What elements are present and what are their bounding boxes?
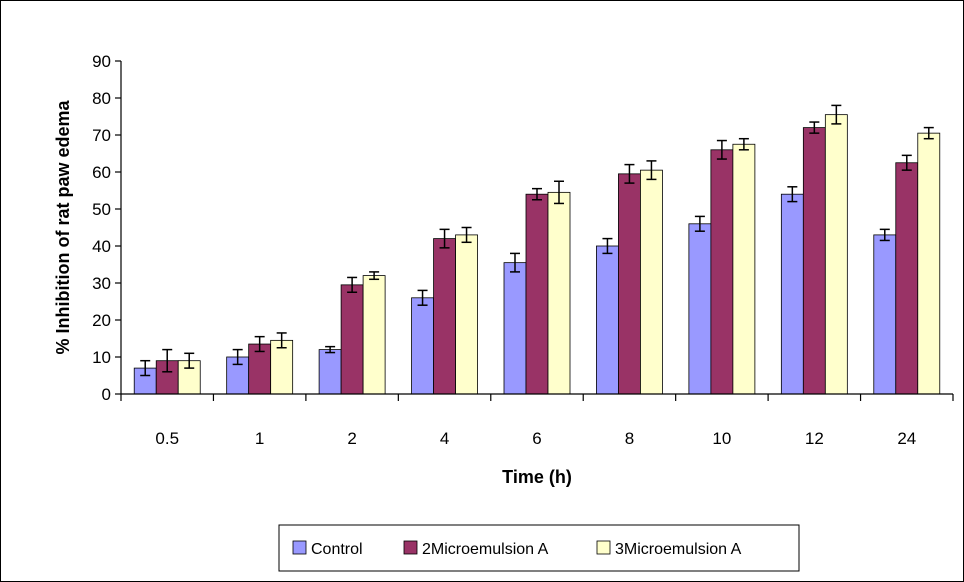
y-tick-label-60: 60 bbox=[92, 163, 111, 182]
bar-1-6 bbox=[503, 262, 527, 395]
error-bar-3-4 bbox=[461, 226, 472, 244]
bar-1-24 bbox=[873, 234, 897, 395]
bar-3-6 bbox=[547, 191, 571, 395]
bar-2-8 bbox=[618, 173, 641, 395]
bar-2-12 bbox=[802, 127, 826, 395]
bar-2-10 bbox=[710, 149, 734, 395]
x-tick-label-10: 10 bbox=[712, 429, 731, 448]
error-bar-2-4 bbox=[439, 228, 450, 249]
bar-1-2 bbox=[318, 349, 342, 395]
bar-2-6 bbox=[525, 193, 549, 395]
legend-label-2: 2Microemulsion A bbox=[422, 541, 549, 558]
error-bar-2-6 bbox=[532, 187, 542, 201]
error-bar-3-10 bbox=[738, 137, 749, 151]
error-bars bbox=[140, 104, 934, 377]
legend-label-1: Control bbox=[311, 541, 363, 558]
error-bar-3-0.5 bbox=[184, 352, 195, 369]
bar-3-10 bbox=[732, 143, 756, 395]
error-bar-2-1 bbox=[254, 335, 265, 353]
x-tick-label-0.5: 0.5 bbox=[155, 429, 179, 448]
x-tick-label-4: 4 bbox=[440, 429, 449, 448]
error-bar-1-4 bbox=[417, 289, 428, 306]
error-bar-2-8 bbox=[624, 163, 635, 184]
y-tick-label-10: 10 bbox=[92, 348, 111, 367]
y-tick-label-90: 90 bbox=[92, 52, 111, 71]
error-bar-1-8 bbox=[602, 237, 613, 255]
error-bar-3-6 bbox=[554, 180, 564, 205]
bar-1-12 bbox=[780, 193, 804, 395]
error-bar-2-2 bbox=[347, 276, 358, 293]
bar-1-8 bbox=[596, 245, 619, 395]
error-bar-1-24 bbox=[879, 228, 890, 242]
bar-3-12 bbox=[824, 114, 848, 395]
error-bar-1-12 bbox=[787, 186, 798, 203]
error-bar-3-12 bbox=[831, 104, 842, 125]
y-tick-label-20: 20 bbox=[92, 311, 111, 330]
bar-2-24 bbox=[895, 162, 919, 395]
bar-2-2 bbox=[340, 284, 364, 395]
error-bar-2-12 bbox=[809, 121, 820, 134]
legend-swatch-1 bbox=[292, 540, 307, 555]
bar-3-2 bbox=[362, 275, 386, 395]
legend: Control 2Microemulsion A 3Microemulsion A bbox=[278, 524, 800, 572]
x-tick-label-8: 8 bbox=[625, 429, 634, 448]
y-axis-title: % Inhibition of rat paw edema bbox=[53, 100, 73, 355]
error-bar-1-2 bbox=[325, 345, 336, 354]
legend-swatch-2 bbox=[403, 540, 418, 555]
error-bar-3-1 bbox=[276, 332, 287, 349]
y-tick-label-70: 70 bbox=[92, 126, 111, 145]
legend-box bbox=[278, 524, 800, 572]
error-bar-1-0.5 bbox=[140, 359, 151, 377]
bar-3-24 bbox=[917, 132, 941, 395]
legend-label-3: 3Microemulsion A bbox=[615, 541, 742, 558]
error-bar-2-24 bbox=[901, 154, 912, 171]
y-tick-label-80: 80 bbox=[92, 89, 111, 108]
error-bar-2-10 bbox=[716, 139, 727, 160]
error-bar-3-8 bbox=[646, 160, 657, 181]
error-bar-2-0.5 bbox=[162, 348, 173, 373]
y-tick-label-40: 40 bbox=[92, 237, 111, 256]
x-tick-label-1: 1 bbox=[255, 429, 264, 448]
legend-swatch-3 bbox=[596, 540, 611, 555]
bar-2-4 bbox=[433, 238, 456, 395]
bar-1-4 bbox=[411, 297, 434, 395]
bar-3-4 bbox=[455, 234, 478, 395]
bar-3-8 bbox=[640, 169, 663, 395]
x-tick-label-2: 2 bbox=[347, 429, 356, 448]
bar-1-10 bbox=[688, 223, 712, 395]
y-tick-label-30: 30 bbox=[92, 274, 111, 293]
x-axis-title: Time (h) bbox=[502, 467, 572, 487]
x-tick-label-6: 6 bbox=[532, 429, 541, 448]
axes bbox=[115, 60, 954, 401]
error-bar-1-1 bbox=[232, 348, 243, 366]
error-bar-3-24 bbox=[923, 126, 934, 140]
x-tick-label-12: 12 bbox=[805, 429, 824, 448]
error-bar-3-2 bbox=[369, 271, 380, 281]
x-tick-label-24: 24 bbox=[897, 429, 916, 448]
error-bar-1-10 bbox=[694, 215, 705, 232]
y-tick-label-50: 50 bbox=[92, 200, 111, 219]
y-tick-label-0: 0 bbox=[102, 385, 111, 404]
error-bar-1-6 bbox=[510, 252, 520, 273]
